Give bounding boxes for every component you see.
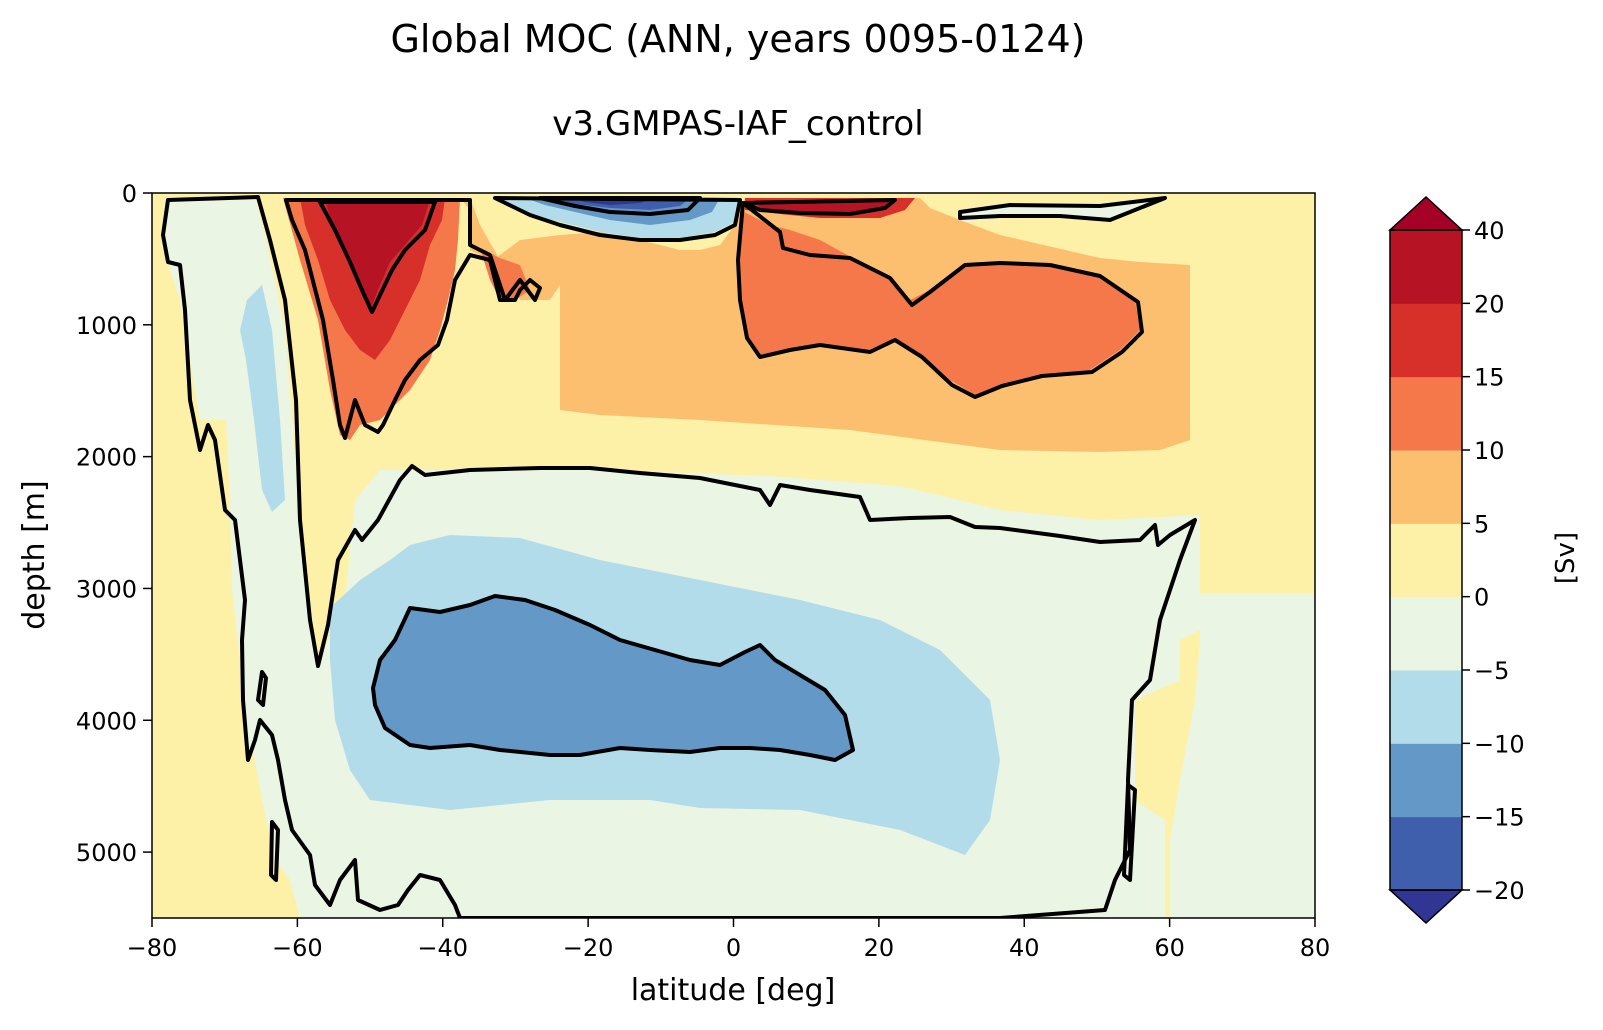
colorbar-segment <box>1390 523 1462 598</box>
colorbar: −20 −15 −10 −5 0 5 10 15 20 40 <box>1388 195 1525 925</box>
colorbar-segment <box>1390 816 1462 891</box>
colorbar-extend-over <box>1388 195 1464 231</box>
x-tick-label: 40 <box>1009 934 1040 962</box>
y-tick-label: 0 <box>122 180 137 208</box>
colorbar-segment <box>1390 450 1462 524</box>
contour-line-neg10-tropical <box>493 196 742 242</box>
colorbar-label: [Sv] <box>1551 532 1581 584</box>
colorbar-tick-label: 15 <box>1474 364 1505 392</box>
colorbar-tick-label: 5 <box>1474 510 1489 538</box>
x-tick-label: −60 <box>272 934 323 962</box>
contour-line-neg20-tropical <box>538 196 702 216</box>
contour-line-0-sh <box>161 195 1197 918</box>
x-tick-label: 0 <box>726 934 741 962</box>
chart-subtitle: v3.GMPAS-IAF_control <box>552 104 923 144</box>
colorbar-extend-under <box>1388 889 1464 925</box>
colorbar-tick-label: 10 <box>1474 437 1505 465</box>
x-axis-ticks: −80 −60 −40 −20 0 20 40 60 80 <box>127 918 1331 962</box>
contour-line-0-deep-sliver-c <box>1122 783 1137 882</box>
colorbar-segment <box>1390 376 1462 451</box>
contour-line-20-nh <box>743 198 897 216</box>
y-tick-label: 2000 <box>76 444 137 472</box>
contour-line-0-deep-sliver-a <box>256 670 268 707</box>
contour-lines <box>161 195 1197 918</box>
x-axis-label: latitude [deg] <box>631 973 836 1008</box>
band-neg15-to-neg10 <box>373 596 853 760</box>
colorbar-tick-label: −5 <box>1474 657 1509 685</box>
colorbar-segment <box>1390 230 1462 304</box>
colorbar-tick-label: 40 <box>1474 217 1505 245</box>
colorbar-tick-label: 20 <box>1474 290 1505 318</box>
y-tick-label: 3000 <box>76 575 137 603</box>
y-tick-label: 1000 <box>76 312 137 340</box>
contour-line-20-sh <box>318 200 437 314</box>
colorbar-frame <box>1389 229 1463 891</box>
y-tick-label: 4000 <box>76 707 137 735</box>
x-tick-label: 80 <box>1300 934 1331 962</box>
x-tick-label: 60 <box>1154 934 1185 962</box>
y-axis-ticks: 0 1000 2000 3000 4000 5000 <box>76 180 152 867</box>
band-neg5-to-0-right <box>1170 593 1315 918</box>
contour-line-neg10-deep <box>371 594 855 762</box>
x-tick-label: 20 <box>864 934 895 962</box>
contour-line-10-sh <box>284 198 542 440</box>
x-tick-label: −80 <box>127 934 178 962</box>
colorbar-tick-label: −15 <box>1474 804 1525 832</box>
x-tick-label: −20 <box>563 934 614 962</box>
contour-line-10-nh <box>736 201 1144 399</box>
colorbar-segment <box>1390 743 1462 818</box>
colorbar-tick-label: −20 <box>1474 877 1525 905</box>
y-axis-label: depth [m] <box>17 480 52 630</box>
band-neg10-to-neg5-sliver <box>240 285 285 512</box>
contour-line-0-surface <box>958 196 1167 222</box>
colorbar-tick-label: 0 <box>1474 584 1489 612</box>
colorbar-segment <box>1390 303 1462 378</box>
contour-plot-area <box>152 193 1315 918</box>
band-20-to-40 <box>325 200 430 310</box>
colorbar-tick-label: −10 <box>1474 730 1525 758</box>
x-tick-label: −40 <box>417 934 468 962</box>
contour-line-0-deep-sliver-b <box>269 820 280 882</box>
y-tick-label: 5000 <box>76 839 137 867</box>
chart-title: Global MOC (ANN, years 0095-0124) <box>390 17 1085 61</box>
colorbar-segment <box>1390 596 1462 671</box>
colorbar-segment <box>1390 670 1462 744</box>
